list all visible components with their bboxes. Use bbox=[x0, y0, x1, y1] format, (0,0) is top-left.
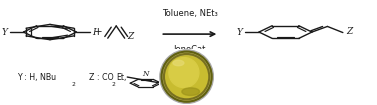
Ellipse shape bbox=[182, 88, 199, 95]
Text: 2: 2 bbox=[71, 82, 75, 87]
Text: Y: Y bbox=[237, 28, 243, 37]
Text: Y: Y bbox=[1, 28, 7, 37]
Text: Z : CO: Z : CO bbox=[89, 73, 113, 82]
Circle shape bbox=[165, 56, 208, 100]
Circle shape bbox=[169, 58, 199, 88]
Circle shape bbox=[161, 52, 212, 102]
Text: 2: 2 bbox=[112, 82, 116, 87]
Text: Z: Z bbox=[346, 27, 352, 36]
Text: Et,: Et, bbox=[116, 73, 127, 82]
Ellipse shape bbox=[173, 60, 184, 66]
Circle shape bbox=[160, 50, 213, 103]
Text: I: I bbox=[92, 28, 95, 37]
Text: N: N bbox=[143, 70, 149, 78]
Text: +: + bbox=[93, 27, 102, 37]
Text: Toluene, NEt₃: Toluene, NEt₃ bbox=[162, 9, 218, 18]
Text: Y : H, NBu: Y : H, NBu bbox=[17, 73, 56, 82]
Text: Z: Z bbox=[127, 32, 133, 41]
Text: IonoCat: IonoCat bbox=[174, 45, 206, 54]
